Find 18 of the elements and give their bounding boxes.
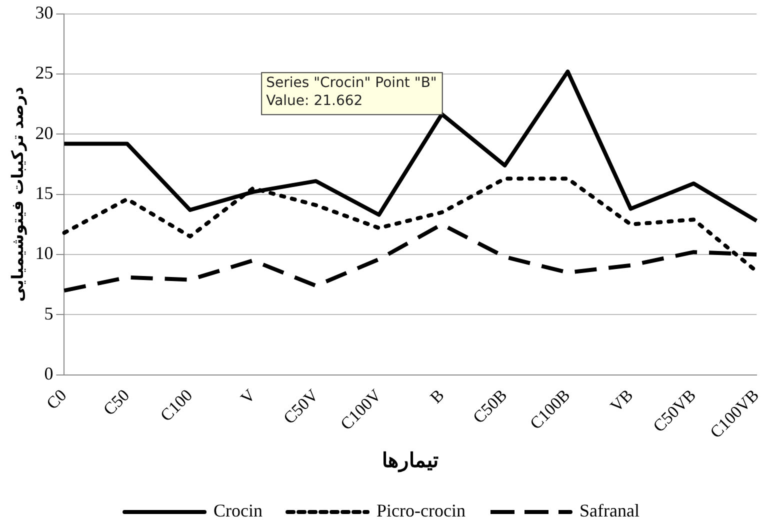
y-tick-label: 0: [44, 364, 54, 384]
annotation: Series "Crocin" Point "B" Value: 21.662: [266, 74, 437, 109]
y-tick-label: 30: [35, 2, 54, 23]
x-tick-label: B: [426, 386, 448, 408]
legend-label: Safranal: [579, 500, 640, 521]
y-tick-label: 15: [35, 183, 54, 204]
y-tick-label: 5: [44, 303, 54, 324]
x-tick-label: C0: [42, 386, 70, 414]
x-tick-label: VB: [606, 386, 637, 416]
legend-label: Crocin: [214, 500, 263, 521]
y-tick-label: 10: [35, 243, 54, 264]
y-axis-title: درصد ترکیبات فیتوشیمیایی: [8, 86, 27, 302]
x-axis-title: تیمارها: [382, 450, 439, 474]
legend-label: Picro-crocin: [376, 500, 466, 521]
y-tick-label: 20: [35, 122, 54, 143]
y-tick-label: 25: [35, 62, 54, 83]
x-tick-label: C50: [100, 386, 134, 420]
x-tick-label: V: [236, 385, 260, 408]
